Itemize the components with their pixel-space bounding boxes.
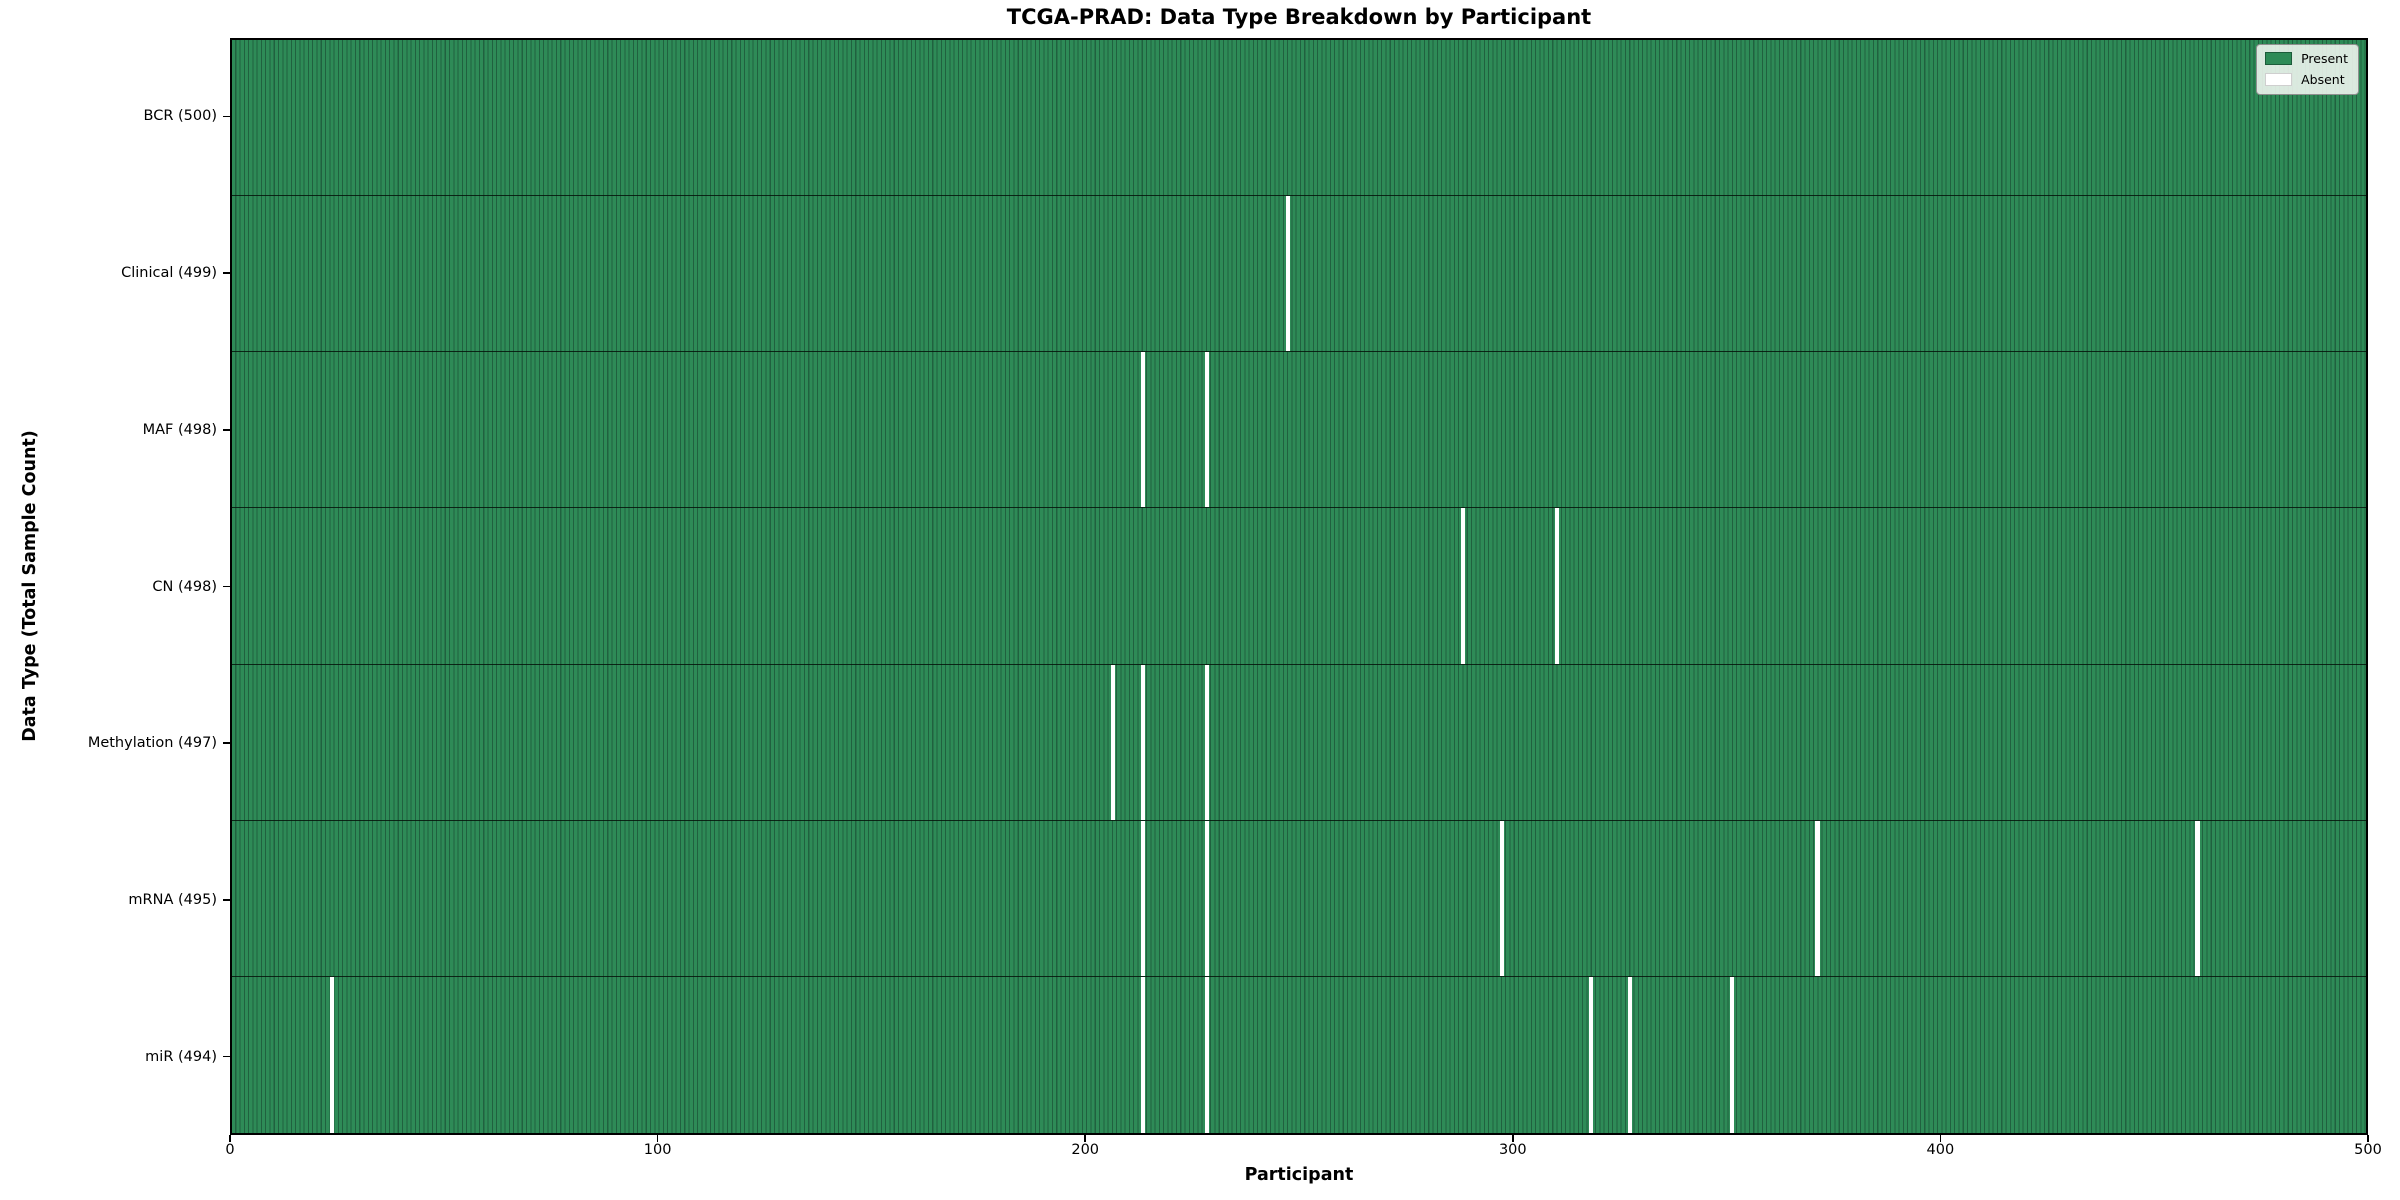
present-swatch <box>2265 52 2293 65</box>
absent-mark <box>1627 976 1632 1133</box>
absent-mark <box>1111 664 1116 820</box>
x-tick-label: 500 <box>2354 1142 2382 1158</box>
row-clinical <box>232 196 2366 353</box>
absent-mark <box>1141 352 1146 508</box>
row-container <box>232 40 2366 1133</box>
absent-mark <box>1141 820 1146 976</box>
chart-title: TCGA-PRAD: Data Type Breakdown by Partic… <box>1006 5 1592 29</box>
legend-label-present: Present <box>2301 51 2348 66</box>
y-tick-mark <box>223 272 230 274</box>
row-mir <box>232 976 2366 1133</box>
absent-mark <box>1141 976 1146 1133</box>
x-tick-label: 100 <box>643 1142 672 1158</box>
y-tick-mark <box>223 899 230 901</box>
x-tick-label: 0 <box>225 1142 235 1158</box>
plot-area: Present Absent <box>230 38 2368 1135</box>
y-tick-mark <box>223 742 230 744</box>
absent-mark <box>1286 196 1291 352</box>
absent-mark <box>1730 976 1735 1133</box>
absent-mark <box>2195 820 2200 976</box>
row-mrna <box>232 820 2366 977</box>
x-tick-label: 200 <box>1071 1142 1100 1158</box>
legend: Present Absent <box>2256 44 2359 95</box>
absent-mark <box>1815 820 1820 976</box>
x-tick-label: 300 <box>1498 1142 1527 1158</box>
y-tick-label: MAF (498) <box>142 421 217 438</box>
y-tick-label: Methylation (497) <box>87 735 217 752</box>
x-tick-mark <box>2367 1135 2369 1142</box>
absent-mark <box>1589 976 1594 1133</box>
absent-swatch <box>2265 73 2293 86</box>
x-tick-mark <box>1939 1135 1942 1142</box>
legend-item-present: Present <box>2265 51 2348 66</box>
y-tick-mark <box>223 1055 230 1058</box>
y-tick-label: mRNA (495) <box>128 891 217 908</box>
absent-mark <box>1205 352 1210 508</box>
absent-mark <box>1205 820 1210 976</box>
y-tick-mark <box>223 428 230 431</box>
absent-mark <box>1499 820 1504 976</box>
absent-mark <box>1205 664 1210 820</box>
x-tick-label: 400 <box>1926 1142 1955 1158</box>
row-methylation <box>232 664 2366 821</box>
row-maf <box>232 352 2366 509</box>
x-tick-mark <box>1084 1135 1086 1142</box>
legend-item-absent: Absent <box>2265 72 2348 87</box>
y-tick-mark <box>223 585 230 588</box>
x-tick-mark <box>1512 1135 1514 1142</box>
y-tick-label: BCR (500) <box>143 108 218 125</box>
row-bcr <box>232 40 2366 197</box>
row-cn <box>232 508 2366 665</box>
y-tick-label: CN (498) <box>152 578 217 595</box>
absent-mark <box>1461 508 1466 664</box>
x-tick-mark <box>229 1135 231 1142</box>
absent-mark <box>1205 976 1210 1133</box>
x-axis-label: Participant <box>1244 1165 1354 1185</box>
x-tick-mark <box>656 1135 659 1142</box>
absent-mark <box>1141 664 1146 820</box>
y-tick-label: miR (494) <box>145 1048 217 1065</box>
y-tick-label: Clinical (499) <box>121 265 217 282</box>
absent-mark <box>1555 508 1560 664</box>
legend-label-absent: Absent <box>2301 72 2345 87</box>
absent-mark <box>330 976 335 1133</box>
y-tick-mark <box>223 115 230 118</box>
